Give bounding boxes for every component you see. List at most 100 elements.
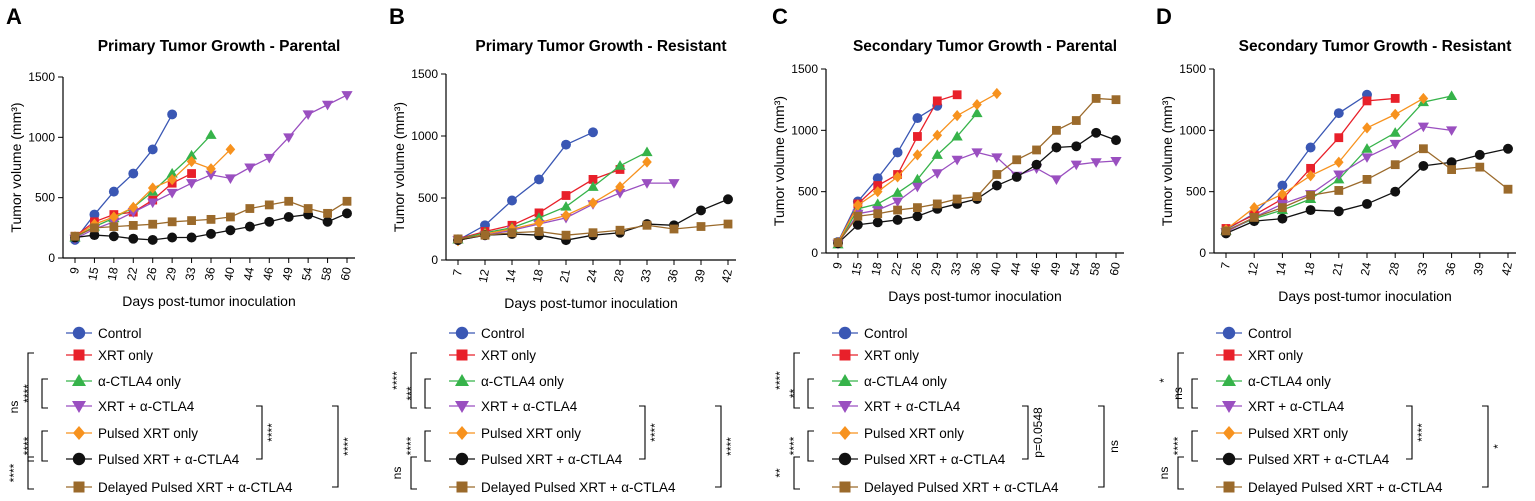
x-tick-label: 42 xyxy=(719,268,735,284)
legend-label-xrt_ctla4: XRT + α-CTLA4 xyxy=(481,399,578,414)
data-point-delayed xyxy=(833,238,843,247)
y-tick-label: 500 xyxy=(418,191,438,205)
data-point-xrt xyxy=(1390,94,1400,103)
data-point-delayed xyxy=(723,219,733,229)
panel-c: C Secondary Tumor Growth - Parental 0 500 10… xyxy=(766,0,1146,501)
data-point-pulsed_ctla4 xyxy=(991,180,1002,191)
data-point-control xyxy=(588,127,598,138)
x-tick-label: 33 xyxy=(638,268,654,284)
x-tick-label: 15 xyxy=(85,266,101,282)
data-point-xrt_ctla4 xyxy=(302,110,314,121)
significance-label: **** xyxy=(1415,423,1429,442)
data-point-delayed xyxy=(342,196,352,206)
data-point-xrt xyxy=(932,96,942,106)
significance-bracket xyxy=(1022,405,1029,460)
data-point-delayed xyxy=(480,230,490,240)
data-point-xrt_ctla4 xyxy=(971,148,983,159)
data-point-delayed xyxy=(1419,144,1428,154)
data-point-pulsed_ctla4 xyxy=(167,232,178,243)
data-point-pulsed_ctla4 xyxy=(147,234,158,245)
legend-label-xrt: XRT only xyxy=(1248,348,1303,363)
significance-bracket xyxy=(793,456,800,490)
significance-bracket xyxy=(1482,405,1489,488)
legend-label-control: Control xyxy=(98,326,142,341)
data-point-pulsed_ctla4 xyxy=(89,230,100,241)
data-point-delayed xyxy=(1111,95,1121,105)
data-point-ctla4 xyxy=(971,107,983,118)
x-tick-label: 36 xyxy=(202,266,218,282)
x-tick-label: 40 xyxy=(988,261,1004,277)
data-point-pulsed_ctla4 xyxy=(892,214,903,225)
x-tick-label: 22 xyxy=(888,261,904,277)
significance-label: ** xyxy=(787,389,801,399)
data-point-delayed xyxy=(245,204,255,213)
data-point-delayed xyxy=(534,227,544,236)
significance-bracket xyxy=(793,352,800,409)
significance-label: * xyxy=(1157,378,1171,383)
legend-marker-ctla4 xyxy=(838,374,852,386)
data-point-xrt xyxy=(913,132,922,141)
legend-label-xrt: XRT only xyxy=(481,348,536,363)
data-point-xrt_ctla4 xyxy=(668,179,680,189)
legend-label-control: Control xyxy=(1248,326,1292,341)
y-axis-label: Tumor volume (mm³) xyxy=(8,102,24,232)
data-point-pulsed_ctla4 xyxy=(872,217,883,228)
y-tick-label: 0 xyxy=(48,251,55,265)
data-point-ctla4 xyxy=(951,130,963,141)
x-tick-label: 28 xyxy=(1386,261,1402,277)
chart-title: Secondary Tumor Growth - Parental xyxy=(853,38,1117,55)
data-point-xrt xyxy=(1306,163,1315,173)
panel-b: B Primary Tumor Growth - Resistant 0 500 100… xyxy=(383,0,763,501)
legend-label-pulsed: Pulsed XRT only xyxy=(1248,426,1348,441)
x-tick-label: 9 xyxy=(67,266,82,275)
data-point-pulsed_ctla4 xyxy=(342,208,352,219)
data-point-xrt_ctla4 xyxy=(891,197,904,208)
x-tick-label: 29 xyxy=(928,261,944,277)
data-point-control xyxy=(872,173,883,184)
data-point-ctla4 xyxy=(533,212,545,222)
x-tick-label: 58 xyxy=(1087,261,1103,277)
legend-label-control: Control xyxy=(481,326,525,341)
significance-bracket xyxy=(424,430,431,462)
significance-label: ns xyxy=(7,401,21,414)
series-line-control xyxy=(74,114,173,241)
data-point-ctla4 xyxy=(560,201,572,211)
data-point-delayed xyxy=(1091,94,1101,103)
data-point-xrt_ctla4 xyxy=(244,163,256,174)
x-tick-label: 33 xyxy=(1414,261,1430,277)
panel-label: A xyxy=(6,4,22,29)
legend-label-ctla4: α-CTLA4 only xyxy=(1248,374,1331,389)
panel-label: B xyxy=(389,4,405,29)
x-tick-label: 14 xyxy=(503,268,519,284)
data-point-delayed xyxy=(642,220,652,230)
x-tick-label: 24 xyxy=(584,268,600,284)
data-point-pulsed xyxy=(561,209,571,221)
data-point-xrt_ctla4 xyxy=(127,208,139,218)
data-point-delayed xyxy=(187,216,196,225)
data-point-delayed xyxy=(453,234,463,244)
data-point-pulsed_ctla4 xyxy=(322,216,333,227)
legend-label-ctla4: α-CTLA4 only xyxy=(864,374,947,389)
data-point-xrt_ctla4 xyxy=(1050,175,1063,185)
data-point-delayed xyxy=(206,214,216,224)
x-tick-label: 46 xyxy=(1027,261,1043,277)
x-tick-label: 18 xyxy=(530,268,546,284)
data-point-delayed xyxy=(167,217,177,227)
data-point-ctla4 xyxy=(587,181,599,191)
data-point-pulsed_ctla4 xyxy=(1071,141,1082,152)
legend-marker-xrt_ctla4 xyxy=(72,401,86,413)
data-point-pulsed xyxy=(588,197,598,209)
significance-bracket xyxy=(27,456,34,490)
data-point-pulsed xyxy=(952,110,962,122)
significance-label: **** xyxy=(648,423,662,442)
data-point-pulsed xyxy=(225,143,236,155)
x-tick-label: 36 xyxy=(665,268,681,284)
data-point-delayed xyxy=(615,225,625,235)
data-point-pulsed_ctla4 xyxy=(696,205,706,216)
data-point-pulsed_ctla4 xyxy=(1474,149,1485,160)
data-point-xrt xyxy=(873,181,883,190)
legend-marker-pulsed_ctla4 xyxy=(72,452,86,466)
x-axis-label: Days post-tumor inoculation xyxy=(122,293,296,309)
data-point-pulsed xyxy=(147,182,158,194)
data-point-xrt_ctla4 xyxy=(341,91,353,101)
